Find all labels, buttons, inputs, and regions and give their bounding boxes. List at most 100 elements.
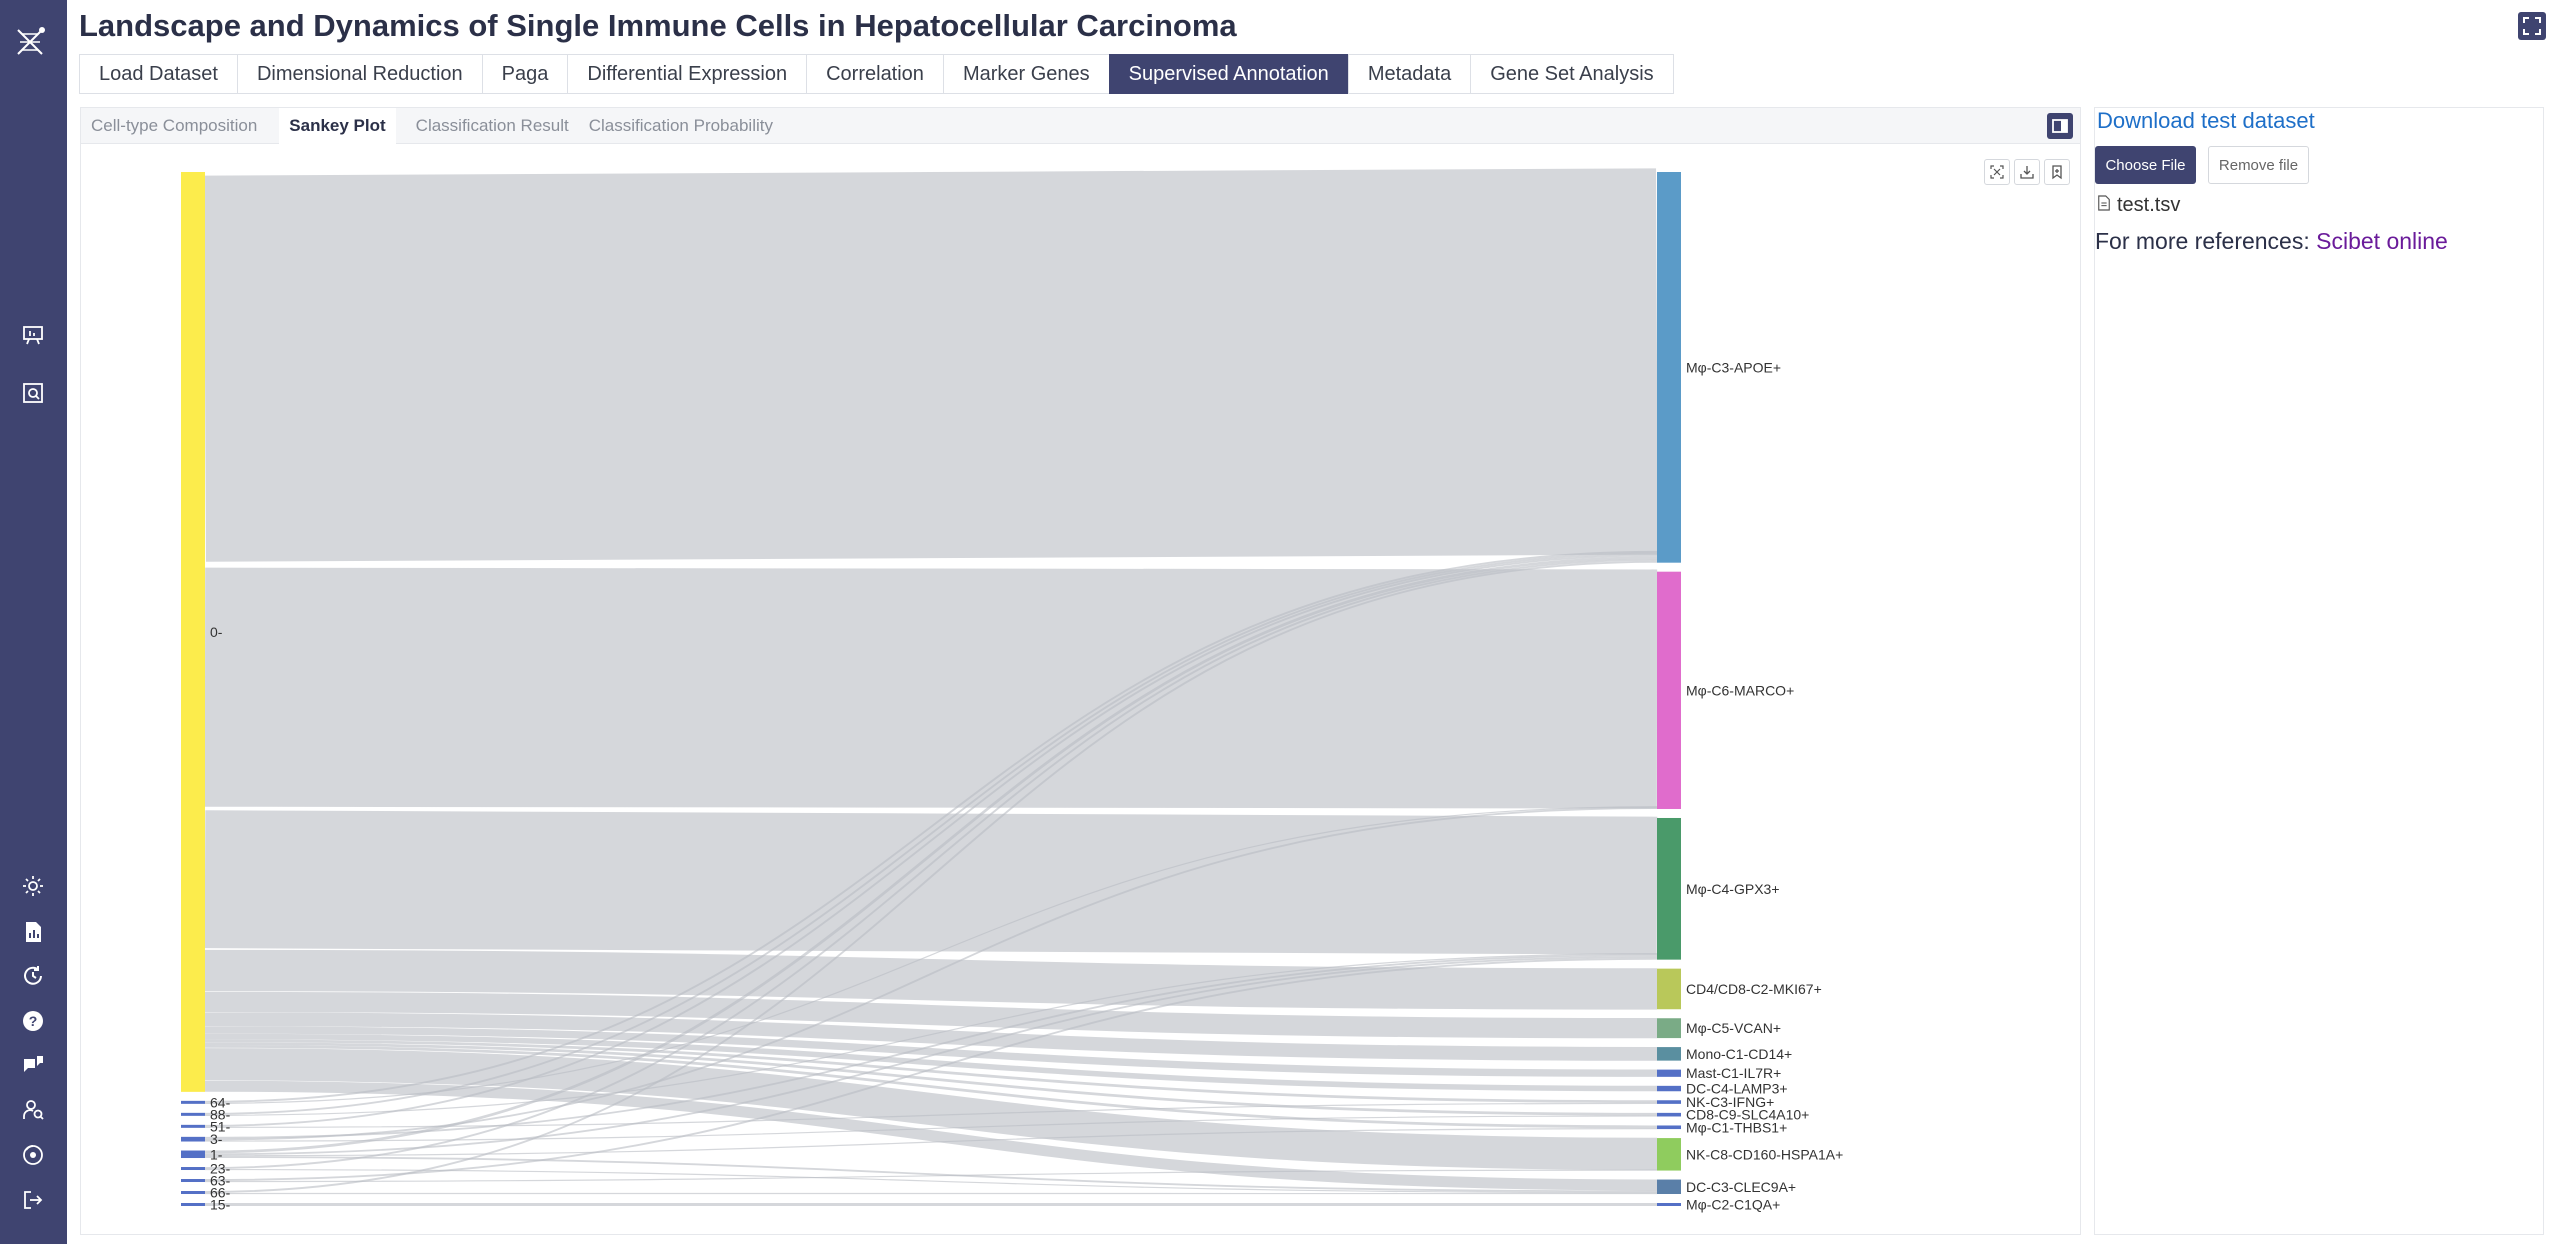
target-node-label: Mφ-C5-VCAN+ [1686,1020,1781,1036]
remove-file-button[interactable]: Remove file [2208,146,2309,184]
sankey-link[interactable] [204,1033,1658,1092]
sankey-link[interactable] [204,1039,1658,1103]
tab-dimensional-reduction[interactable]: Dimensional Reduction [236,54,482,94]
sankey-node[interactable] [1657,571,1681,809]
sankey-link[interactable] [204,949,1658,1010]
sankey-link[interactable] [204,1169,1658,1183]
sankey-chart[interactable]: 0- 64-88-51-3-1-23-63-66-15- Mφ-C3-APOE+ Mφ… [81,144,2080,1234]
sankey-node[interactable] [1657,1125,1681,1130]
sankey-node[interactable] [1657,1179,1681,1195]
sankey-node[interactable] [181,1100,205,1104]
sankey-node[interactable] [1657,172,1681,563]
sankey-link[interactable] [204,559,1658,1169]
sankey-link[interactable] [204,991,1658,1039]
sankey-link[interactable] [204,552,1658,1115]
subtab-classification-probability[interactable]: Classification Probability [588,115,773,135]
fullscreen-icon[interactable] [2518,12,2546,40]
sankey-link[interactable] [204,954,1658,1139]
subtab-cell-type-composition[interactable]: Cell-type Composition [91,115,258,135]
sankey-node[interactable] [181,172,205,1092]
logout-icon[interactable] [18,1185,48,1215]
subtab-classification-result[interactable]: Classification Result [415,115,569,135]
refresh-icon[interactable] [18,961,48,991]
uploaded-file: test.tsv [2097,194,2180,217]
sankey-node[interactable] [181,1203,205,1206]
source-node-label: 0- [210,624,223,640]
sankey-node[interactable] [181,1112,205,1116]
sankey-link[interactable] [204,1012,1658,1061]
tab-correlation[interactable]: Correlation [806,54,943,94]
sankey-link[interactable] [204,807,1658,1141]
sankey-link[interactable] [204,953,1658,1116]
scibet-online-link[interactable]: Scibet online [2316,228,2448,254]
sankey-link[interactable] [204,1156,1658,1193]
sankey-link[interactable] [204,1045,1658,1129]
tab-load-dataset[interactable]: Load Dataset [79,54,237,94]
sankey-node[interactable] [1657,1018,1681,1039]
sankey-node[interactable] [1657,1085,1681,1092]
source-node-label: 66- [210,1185,231,1201]
sankey-link[interactable] [204,1026,1658,1077]
main-tabs: Load Dataset Dimensional Reduction Paga … [79,54,1674,94]
sankey-node[interactable] [181,1179,205,1183]
sankey-link[interactable] [204,554,1658,1127]
sankey-node[interactable] [1657,1100,1681,1104]
target-node-label: NK-C8-CD160-HSPA1A+ [1686,1146,1843,1162]
sankey-node[interactable] [1657,1138,1681,1171]
sankey-link[interactable] [204,560,1658,1193]
restore-zoom-icon[interactable] [1984,159,2010,185]
sankey-node[interactable] [181,1150,205,1159]
user-search-icon[interactable] [18,1095,48,1125]
source-node-label: 15- [210,1197,231,1213]
sankey-node[interactable] [1657,1069,1681,1077]
tab-gene-set-analysis[interactable]: Gene Set Analysis [1470,54,1674,94]
sankey-node[interactable] [1657,1112,1681,1117]
sankey-node[interactable] [181,1136,205,1142]
dna-logo-icon[interactable] [8,20,52,64]
chart-document-icon[interactable] [18,917,48,947]
sankey-link[interactable] [204,810,1658,955]
chat-icon[interactable] [18,1050,48,1080]
sankey-node[interactable] [1657,968,1681,1010]
tab-differential-expression[interactable]: Differential Expression [567,54,807,94]
download-test-dataset-link[interactable]: Download test dataset [2097,108,2315,133]
sankey-node[interactable] [1657,1203,1681,1206]
tab-paga[interactable]: Paga [481,54,568,94]
sankey-node[interactable] [1657,817,1681,960]
presentation-icon[interactable] [18,320,48,350]
sankey-link[interactable] [204,567,1658,809]
sankey-link[interactable] [204,1042,1658,1116]
sankey-link[interactable] [204,1115,1658,1142]
sankey-node[interactable] [181,1191,205,1195]
target-node-label: Mφ-C6-MARCO+ [1686,682,1794,698]
help-icon[interactable]: ? [18,1006,48,1036]
target-node-label: NK-C3-IFNG+ [1686,1094,1774,1110]
target-node-label: DC-C3-CLEC9A+ [1686,1179,1796,1195]
panel-toggle-icon[interactable] [2047,113,2073,139]
sankey-link[interactable] [204,1080,1658,1191]
search-document-icon[interactable] [18,378,48,408]
target-node-label: DC-C4-LAMP3+ [1686,1081,1788,1097]
sankey-node[interactable] [1657,1047,1681,1061]
bookmark-icon[interactable] [2044,159,2070,185]
sankey-link[interactable] [204,168,1658,562]
source-node-label: 3- [210,1131,223,1147]
sankey-link[interactable] [204,806,1658,1104]
sankey-node[interactable] [181,1167,205,1171]
tab-supervised-annotation[interactable]: Supervised Annotation [1108,54,1348,94]
history-icon[interactable] [18,1140,48,1170]
sankey-link[interactable] [204,1168,1658,1194]
sankey-link[interactable] [204,957,1658,1181]
sankey-link[interactable] [204,550,1658,1103]
subtab-sankey-plot[interactable]: Sankey Plot [279,107,396,144]
sankey-node[interactable] [181,1124,205,1128]
sun-icon[interactable] [18,871,48,901]
choose-file-button[interactable]: Choose File [2095,146,2196,184]
sankey-link[interactable] [204,556,1658,1154]
tab-metadata[interactable]: Metadata [1347,54,1471,94]
sankey-link[interactable] [204,1048,1658,1170]
tab-marker-genes[interactable]: Marker Genes [942,54,1109,94]
download-icon[interactable] [2014,159,2040,185]
sankey-link[interactable] [204,956,1658,1156]
chart-toolbox [1984,159,2070,185]
